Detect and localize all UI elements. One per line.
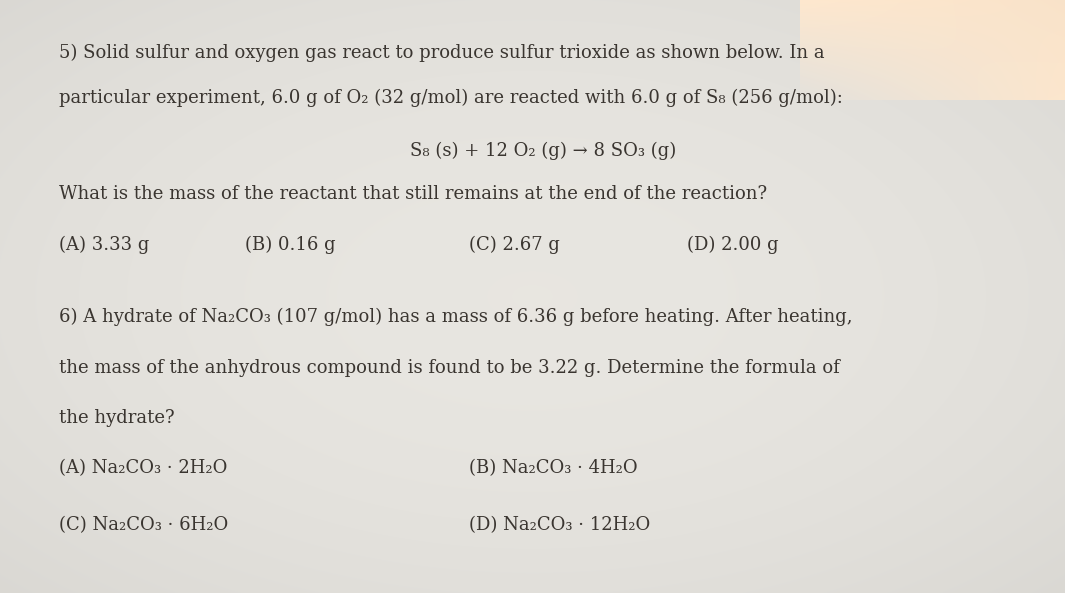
Text: What is the mass of the reactant that still remains at the end of the reaction?: What is the mass of the reactant that st…: [59, 186, 767, 203]
Text: particular experiment, 6.0 g of O₂ (32 g/mol) are reacted with 6.0 g of S₈ (256 : particular experiment, 6.0 g of O₂ (32 g…: [59, 88, 842, 107]
Text: (D) 2.00 g: (D) 2.00 g: [687, 235, 779, 254]
Text: 6) A hydrate of Na₂CO₃ (107 g/mol) has a mass of 6.36 g before heating. After he: 6) A hydrate of Na₂CO₃ (107 g/mol) has a…: [59, 308, 852, 326]
Text: 5) Solid sulfur and oxygen gas react to produce sulfur trioxide as shown below. : 5) Solid sulfur and oxygen gas react to …: [59, 44, 824, 62]
Text: (B) Na₂CO₃ · 4H₂O: (B) Na₂CO₃ · 4H₂O: [469, 460, 637, 477]
Text: the hydrate?: the hydrate?: [59, 409, 175, 427]
Text: (B) 0.16 g: (B) 0.16 g: [245, 235, 335, 254]
Text: (D) Na₂CO₃ · 12H₂O: (D) Na₂CO₃ · 12H₂O: [469, 516, 650, 534]
Text: (A) 3.33 g: (A) 3.33 g: [59, 235, 149, 254]
Text: (A) Na₂CO₃ · 2H₂O: (A) Na₂CO₃ · 2H₂O: [59, 460, 227, 477]
Text: the mass of the anhydrous compound is found to be 3.22 g. Determine the formula : the mass of the anhydrous compound is fo…: [59, 359, 839, 377]
Text: (C) 2.67 g: (C) 2.67 g: [469, 235, 559, 254]
Text: (C) Na₂CO₃ · 6H₂O: (C) Na₂CO₃ · 6H₂O: [59, 516, 228, 534]
Text: S₈ (s) + 12 O₂ (g) → 8 SO₃ (g): S₈ (s) + 12 O₂ (g) → 8 SO₃ (g): [410, 142, 676, 160]
